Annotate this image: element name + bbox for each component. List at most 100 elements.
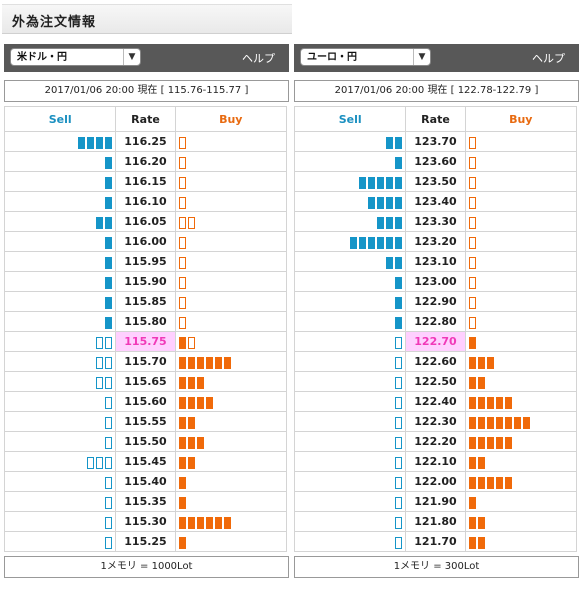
rate-timestamp: 2017/01/06 20:00 現在 [ 115.76-115.77 ] [4,80,289,102]
buy-volume-cell [174,131,288,152]
buy-volume-open-block [178,296,186,309]
table-row: 116.15 [3,171,288,192]
buy-volume-cell [174,411,288,432]
sell-volume-open-block [96,376,104,389]
buy-volume-block [468,336,476,349]
sell-volume-block [105,176,113,189]
buy-volume-cell [174,391,288,412]
rate-cell: 116.10 [115,191,176,212]
rate-cell: 115.30 [115,511,176,532]
sell-volume-block [377,216,385,229]
sell-volume-block [386,256,394,269]
buy-volume-block [178,396,186,409]
sell-volume-cell [293,251,407,272]
currency-select[interactable]: ユーロ・円 ▼ [300,48,431,66]
chevron-down-icon[interactable]: ▼ [123,49,140,65]
buy-volume-open-block [178,276,186,289]
buy-volume-block [477,476,485,489]
sell-volume-cell [293,311,407,332]
current-rate-cell: 115.75 [115,331,176,352]
rate-column-header: Rate [405,106,466,132]
buy-volume-block [187,356,195,369]
buy-volume-block [504,416,512,429]
rate-cell: 123.10 [405,251,466,272]
buy-volume-cell [464,511,578,532]
sell-volume-cell [293,371,407,392]
table-row: 115.75 [3,331,288,352]
sell-volume-open-block [395,336,403,349]
buy-volume-cell [174,531,288,552]
table-row: 122.80 [293,311,578,332]
buy-volume-cell [464,211,578,232]
buy-volume-block [214,516,222,529]
sell-volume-open-block [105,376,113,389]
sell-volume-block [386,176,394,189]
sell-volume-block [359,236,367,249]
buy-volume-cell [464,351,578,372]
currency-select[interactable]: 米ドル・円 ▼ [10,48,141,66]
rate-cell: 122.00 [405,471,466,492]
table-row: 121.80 [293,511,578,532]
sell-volume-cell [3,451,117,472]
sell-volume-cell [3,171,117,192]
rate-cell: 122.30 [405,411,466,432]
sell-volume-open-block [87,456,95,469]
buy-volume-open-block [468,256,476,269]
sell-volume-cell [3,411,117,432]
rate-cell: 116.00 [115,231,176,252]
sell-volume-open-block [105,356,113,369]
sell-volume-cell [3,471,117,492]
rate-cell: 115.45 [115,451,176,472]
sell-volume-block [78,136,86,149]
sell-volume-open-block [395,456,403,469]
buy-volume-open-block [178,196,186,209]
buy-volume-block [477,516,485,529]
sell-volume-block [377,196,385,209]
chevron-down-icon[interactable]: ▼ [413,49,430,65]
buy-volume-cell [464,531,578,552]
sell-volume-cell [3,331,117,352]
buy-volume-cell [464,131,578,152]
buy-volume-cell [464,471,578,492]
sell-volume-block [395,236,403,249]
rate-cell: 121.80 [405,511,466,532]
buy-volume-block [468,476,476,489]
help-link[interactable]: ヘルプ [242,52,275,65]
rate-cell: 123.20 [405,231,466,252]
buy-volume-block [205,516,213,529]
buy-volume-open-block [468,216,476,229]
buy-volume-cell [464,391,578,412]
sell-volume-open-block [96,356,104,369]
table-row: 115.25 [3,531,288,552]
order-book-table: Sell Rate Buy 116.25 116.20 116.15 116.10 11… [3,106,288,552]
rate-cell: 122.50 [405,371,466,392]
buy-column-header: Buy [174,106,288,132]
scale-note: 1メモリ = 300Lot [294,556,579,578]
buy-volume-block [477,396,485,409]
sell-volume-cell [3,131,117,152]
buy-volume-open-block [178,256,186,269]
sell-volume-block [386,136,394,149]
buy-volume-block [178,376,186,389]
sell-volume-cell [3,351,117,372]
help-link[interactable]: ヘルプ [532,52,565,65]
scale-note: 1メモリ = 1000Lot [4,556,289,578]
buy-volume-block [205,356,213,369]
usd-jpy-panel: 米ドル・円 ▼ ヘルプ 2017/01/06 20:00 現在 [ 115.76… [3,44,289,578]
sell-volume-cell [3,291,117,312]
sell-volume-block [395,316,403,329]
buy-volume-cell [464,431,578,452]
buy-volume-block [477,416,485,429]
buy-volume-block [178,456,186,469]
sell-volume-open-block [105,516,113,529]
buy-volume-block [495,416,503,429]
buy-volume-cell [464,371,578,392]
table-row: 122.70 [293,331,578,352]
buy-volume-block [196,376,204,389]
table-row: 115.65 [3,371,288,392]
rate-cell: 115.55 [115,411,176,432]
buy-volume-block [468,536,476,549]
table-row: 122.00 [293,471,578,492]
sell-volume-block [395,156,403,169]
sell-volume-cell [3,511,117,532]
